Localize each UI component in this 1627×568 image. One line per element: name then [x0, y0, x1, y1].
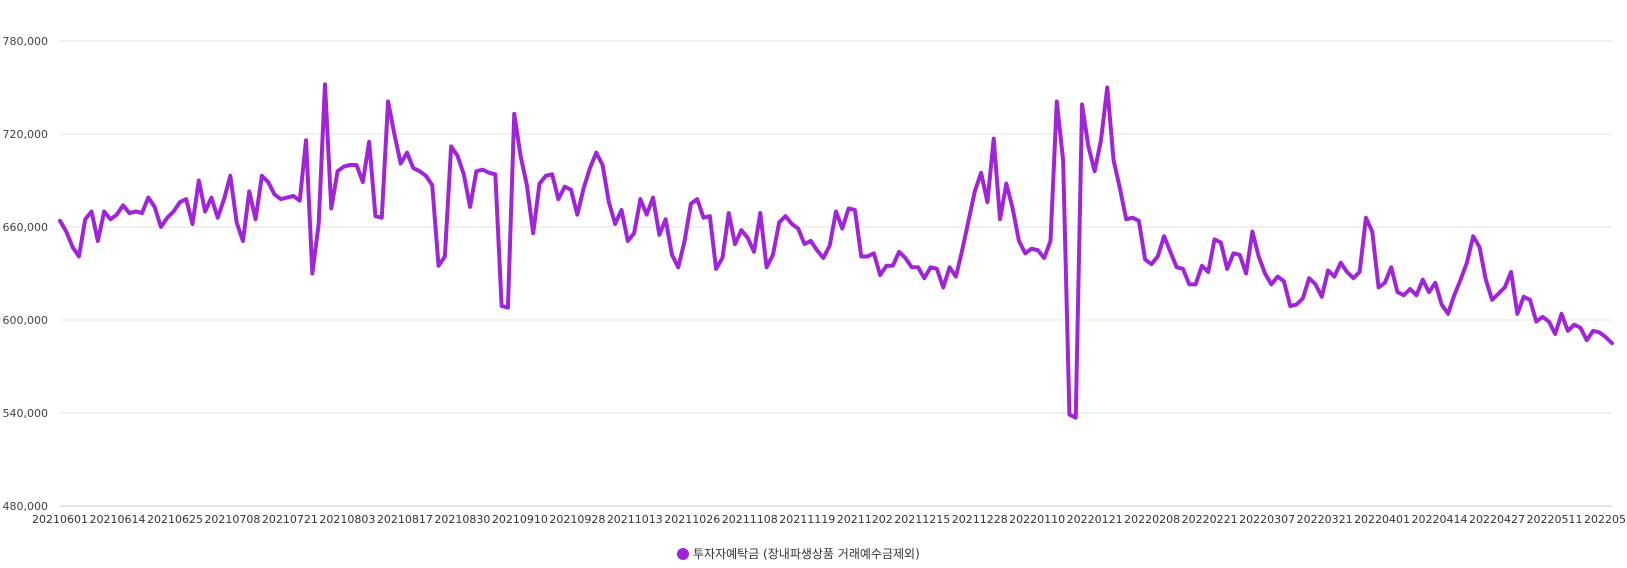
- x-tick-label: 20211202: [837, 513, 893, 526]
- x-tick-label: 20210614: [89, 513, 145, 526]
- x-tick-label: 20211013: [607, 513, 663, 526]
- legend-marker: [677, 548, 689, 560]
- series-line[interactable]: [58, 82, 1614, 420]
- x-tick-label: 20210928: [549, 513, 605, 526]
- x-tick-label: 20210708: [204, 513, 260, 526]
- x-tick-label: 20220321: [1297, 513, 1353, 526]
- y-tick-label: 540,000: [3, 407, 49, 420]
- grid-lines: [60, 40, 1612, 507]
- x-axis-ticks: 20210601 20210614 20210625 20210708 20210721…: [32, 513, 1627, 526]
- x-tick-label: 20210830: [434, 513, 490, 526]
- x-tick-label: 20211228: [952, 513, 1008, 526]
- x-tick-label: 20210803: [319, 513, 375, 526]
- x-tick-label: 20220414: [1412, 513, 1468, 526]
- x-tick-label: 20211215: [894, 513, 950, 526]
- y-axis-ticks: 480,000 540,000 600,000 660,000 720,000 780,0…: [3, 35, 49, 513]
- x-tick-label: 20220121: [1067, 513, 1123, 526]
- x-tick-label: 20210625: [147, 513, 203, 526]
- x-tick-label: 20211119: [779, 513, 835, 526]
- x-tick-label: 20220307: [1239, 513, 1295, 526]
- x-tick-label: 20220524: [1584, 513, 1627, 526]
- x-tick-label: 20220427: [1469, 513, 1525, 526]
- y-tick-label: 720,000: [3, 128, 49, 141]
- x-tick-label: 20210721: [262, 513, 318, 526]
- x-tick-label: 20220110: [1009, 513, 1065, 526]
- legend[interactable]: 투자자예탁금 (장내파생상품 거래예수금제외): [677, 547, 920, 561]
- y-tick-label: 660,000: [3, 221, 49, 234]
- y-tick-label: 600,000: [3, 314, 49, 327]
- x-tick-label: 20220401: [1354, 513, 1410, 526]
- x-tick-label: 20220221: [1182, 513, 1238, 526]
- series-layer: [58, 82, 1614, 420]
- x-tick-label: 20210817: [377, 513, 433, 526]
- legend-label[interactable]: 투자자예탁금 (장내파생상품 거래예수금제외): [693, 547, 920, 561]
- x-tick-label: 20211108: [722, 513, 778, 526]
- x-tick-label: 20220511: [1527, 513, 1583, 526]
- x-tick-label: 20220208: [1124, 513, 1180, 526]
- y-tick-label: 480,000: [3, 500, 49, 513]
- x-tick-label: 20210910: [492, 513, 548, 526]
- x-tick-label: 20210601: [32, 513, 88, 526]
- y-tick-label: 780,000: [3, 35, 49, 48]
- x-tick-label: 20211026: [664, 513, 720, 526]
